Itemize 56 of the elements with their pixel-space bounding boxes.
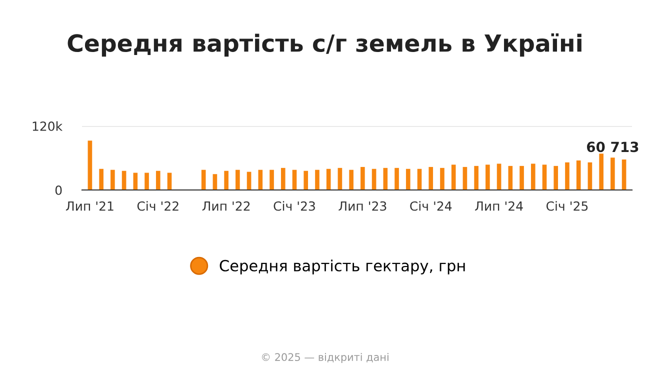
bar [270,170,274,190]
bar [394,168,399,190]
bar [383,168,388,190]
text: © 2025 — відкриті дані [262,352,388,364]
bar [508,166,513,190]
bar [326,168,331,190]
bar [474,166,478,190]
x-tick-label: Січ '23 [274,201,315,211]
bar [280,168,286,190]
x-tick-label: Січ '22 [137,201,178,211]
bar [224,170,228,190]
chart-title: Середня вартість с/г земель в Україні [68,33,582,57]
bar [486,164,490,190]
bar [201,170,206,190]
bar [360,166,365,190]
x-tick-label: Січ '24 [410,201,452,211]
bar [88,140,92,190]
bar [599,154,604,190]
bar [212,174,218,190]
x-tick-label: Лип '21 [66,201,114,211]
bar [588,162,592,190]
bar [462,166,468,190]
bar [428,166,434,190]
bar [156,170,160,190]
bar [451,164,456,190]
bar [304,170,308,190]
bar [530,164,536,190]
x-tick-label: Лип '23 [338,201,386,211]
y-tick-label: 120k [32,121,63,131]
bar [258,170,263,190]
bar [292,170,297,190]
bar [338,168,342,190]
bar [440,168,444,190]
bar [496,164,502,190]
bar [565,162,570,190]
bar [576,160,581,190]
x-tick-label: Лип '24 [475,201,523,211]
bar [542,164,547,190]
legend-label: Середня вартість гектару, грн [220,260,465,274]
x-tick-label: Січ '25 [546,201,588,211]
x-tick-label: Лип '22 [202,201,250,211]
bar [315,170,320,190]
bar [520,166,524,190]
bar [554,166,558,190]
bar [622,159,626,190]
bar [144,172,149,190]
data-label: 60 713 [586,142,638,152]
bar [372,168,376,190]
bar [236,170,240,190]
bar [406,168,410,190]
bar [99,168,104,190]
bar [110,170,115,190]
y-tick-label: 0 [55,185,62,195]
bar [610,158,615,190]
bar [417,168,422,190]
bar [349,170,354,190]
